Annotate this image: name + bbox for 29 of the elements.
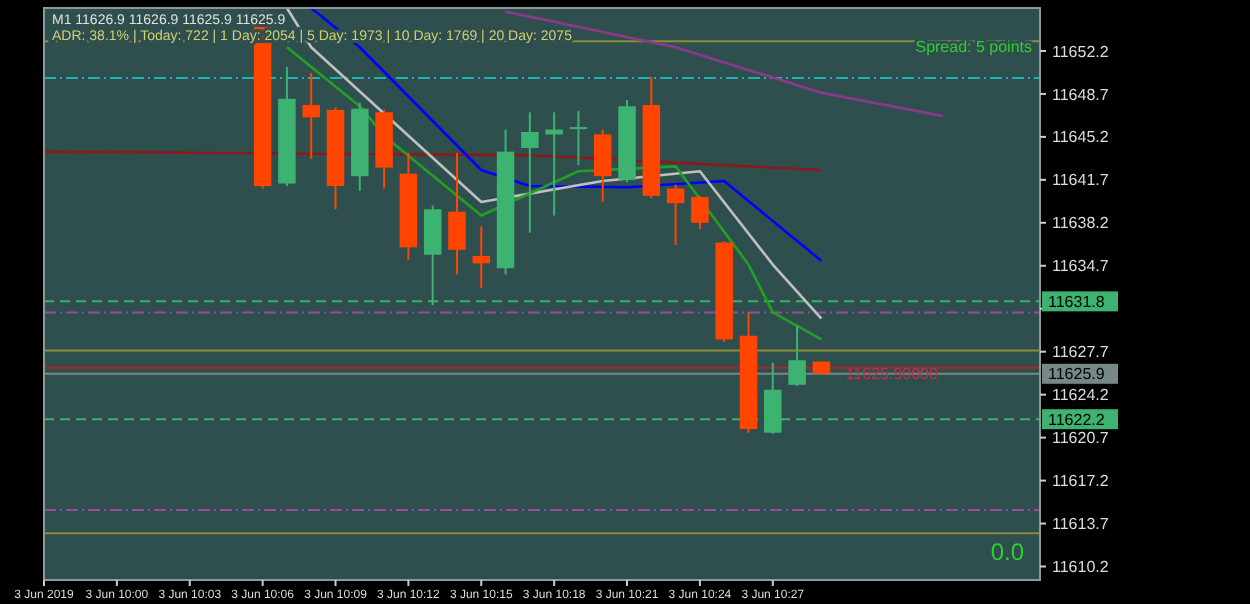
- y-tick-label: 11641.7: [1052, 171, 1110, 190]
- y-tick-label: 11620.7: [1052, 429, 1110, 448]
- y-tick-label: 11638.2: [1052, 214, 1110, 233]
- y-tick-label: 11617.2: [1052, 472, 1110, 491]
- candlestick: [448, 151, 466, 276]
- y-tick-label: 11613.7: [1052, 515, 1110, 534]
- annotation: 0.0: [990, 538, 1025, 566]
- y-tick-label: 11610.2: [1052, 558, 1110, 577]
- candlestick: [593, 128, 612, 203]
- candlestick: [666, 183, 685, 246]
- y-tick-label: 11627.7: [1052, 343, 1110, 362]
- y-tick-label: 11645.2: [1052, 128, 1110, 147]
- y-tick-label: 11652.2: [1052, 42, 1110, 61]
- candlestick: [788, 324, 806, 388]
- candlestick: [521, 111, 539, 234]
- candlestick: [569, 110, 588, 167]
- y-tick-label: 11624.2: [1052, 386, 1110, 405]
- annotation: Spread: 5 points: [915, 38, 1032, 56]
- line-series: [309, 8, 823, 263]
- ref-line-label: 11625.9: [1048, 365, 1106, 384]
- candlestick: [472, 225, 491, 289]
- line-series: [285, 45, 823, 341]
- annotation: 11625.90000: [845, 365, 939, 384]
- candlestick: [302, 72, 320, 160]
- candlestick: [691, 194, 709, 230]
- ref-line-label: 11631.8: [1048, 292, 1106, 311]
- ref-line-label: 11622.2: [1048, 410, 1106, 429]
- y-tick-label: 11634.7: [1052, 257, 1110, 276]
- y-tick-label: 11648.7: [1052, 85, 1110, 104]
